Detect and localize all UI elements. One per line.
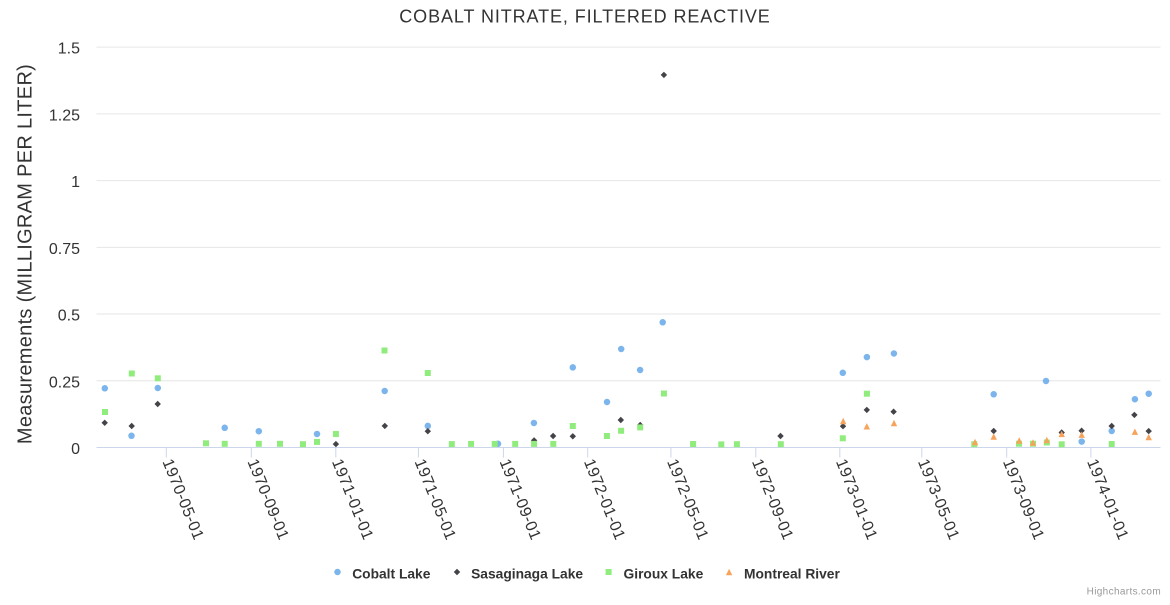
svg-text:0: 0 (71, 441, 80, 458)
svg-text:Montreal River: Montreal River (744, 566, 840, 581)
svg-text:Measurements (MILLIGRAM PER LI: Measurements (MILLIGRAM PER LITER) (15, 64, 37, 444)
svg-text:0.5: 0.5 (58, 308, 80, 325)
svg-text:Cobalt Lake: Cobalt Lake (352, 566, 431, 581)
svg-text:Sasaginaga Lake: Sasaginaga Lake (471, 566, 583, 581)
svg-text:Highcharts.com: Highcharts.com (1087, 587, 1161, 598)
svg-text:0.75: 0.75 (49, 241, 80, 258)
svg-text:1: 1 (71, 174, 80, 191)
svg-text:0.25: 0.25 (49, 374, 80, 391)
svg-text:COBALT NITRATE, FILTERED REACT: COBALT NITRATE, FILTERED REACTIVE (399, 6, 770, 26)
svg-text:Giroux Lake: Giroux Lake (624, 566, 704, 581)
svg-text:1.5: 1.5 (58, 41, 80, 58)
svg-text:1.25: 1.25 (49, 107, 80, 124)
